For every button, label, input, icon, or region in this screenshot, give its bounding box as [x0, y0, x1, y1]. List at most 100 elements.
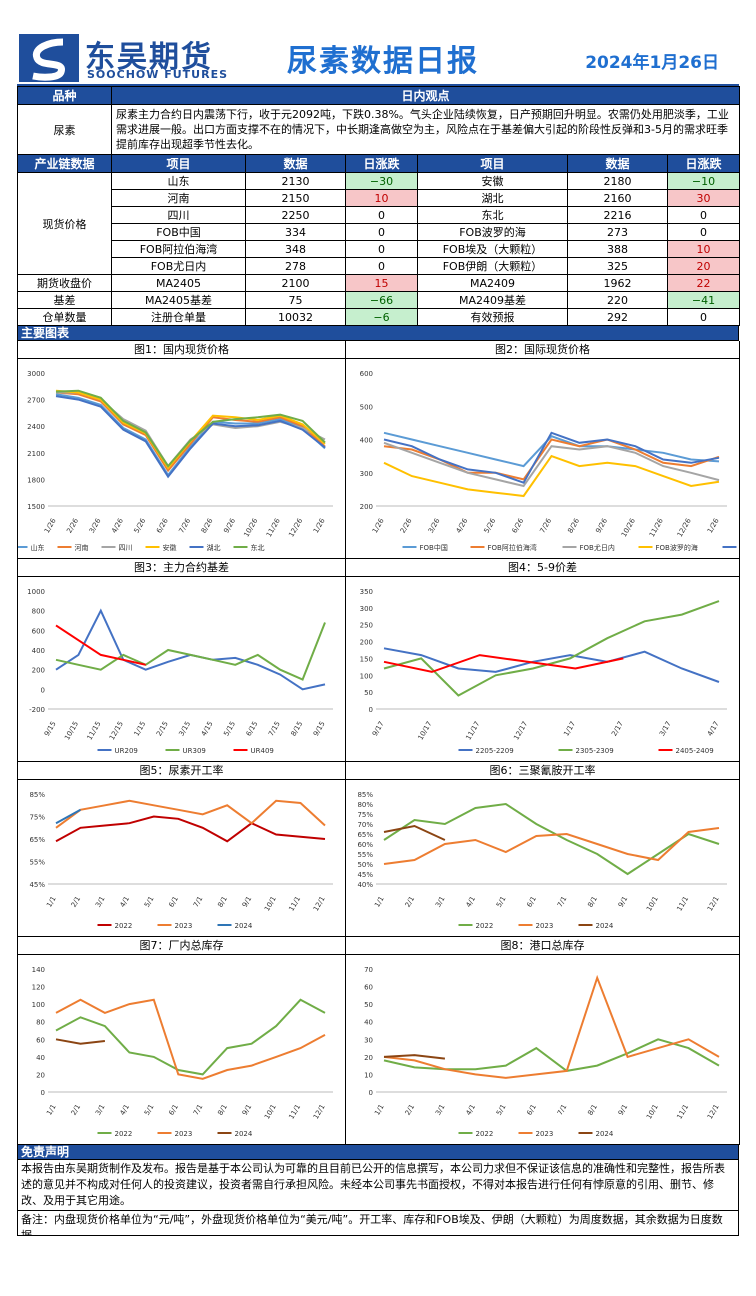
chart-title: 图7：厂内总库存 [18, 937, 345, 955]
y-tick-label: 120 [32, 984, 45, 992]
x-tick-label: 5/26 [133, 517, 148, 535]
y-tick-label: 85% [29, 791, 45, 799]
legend-label: 2024 [235, 922, 253, 930]
item-value: 2250 [245, 206, 346, 224]
x-tick-label: 6/26 [511, 517, 526, 535]
disclaimer-text: 本报告由东吴期货制作及发布。报告是基于本公司认为可靠的且目前已公开的信息撰写，本… [17, 1160, 739, 1211]
item-name: FOB阿拉伯海湾 [111, 240, 246, 258]
y-tick-label: 1800 [27, 476, 45, 484]
chart-4: 图4：5-9价差 0 50 100 150 200 250 300 350 9/17 10/17 11… [346, 559, 740, 762]
chart-plot: 45% 55% 65% 75% 85% 1/1 2/1 3/1 4/1 5/1 6/1 7/1 8/1 9… [29, 791, 333, 930]
x-tick-label: 11/1 [675, 1103, 690, 1121]
legend-label: 东北 [251, 543, 265, 552]
data-table: 品种 日内观点 尿素 尿素主力合约日内震荡下行，收于元2092吨，下跌0.38%… [17, 86, 741, 326]
x-tick-label: 7/26 [538, 517, 553, 535]
legend-label: 四川 [119, 544, 133, 552]
x-tick-label: 12/17 [512, 720, 529, 741]
x-tick-label: 11/1 [287, 895, 302, 913]
item-name: MA2405 [111, 274, 246, 292]
legend-label: 2023 [536, 922, 554, 930]
x-tick-label: 7/15 [267, 720, 282, 738]
chart-plot: 0 20 40 60 80 100 120 140 1/1 2/1 3/1 4/1 5/1 6/1 7/1 8… [32, 966, 333, 1138]
x-tick-label: 1/17 [562, 720, 577, 738]
x-tick-label: 4/26 [110, 517, 125, 535]
y-tick-label: 350 [360, 588, 373, 596]
x-tick-label: 4/1 [119, 1103, 132, 1117]
series-line [55, 622, 326, 681]
legend-label: FOB中国 [420, 543, 448, 552]
x-tick-label: 11/26 [648, 517, 665, 539]
y-tick-label: 140 [32, 966, 45, 974]
series-line [383, 1054, 446, 1060]
note-text: 备注：内盘现货价格单位为“元/吨”，外盘现货价格单位为“美元/吨”。开工率、库存… [17, 1211, 739, 1236]
x-tick-label: 9/1 [617, 895, 630, 909]
y-tick-label: 40 [364, 1019, 373, 1027]
x-tick-label: 10/26 [242, 517, 259, 539]
item-value: 278 [245, 257, 346, 275]
series-line [55, 624, 146, 666]
y-tick-label: 600 [32, 627, 45, 635]
x-tick-label: 4/17 [706, 720, 721, 738]
y-tick-label: 200 [360, 503, 373, 511]
legend-label: 河南 [75, 543, 89, 552]
chart-2: 图2：国际现货价格 200 300 400 500 600 1/26 2/26 3/26 4/26… [346, 341, 740, 559]
report-page: 东吴期货 SOOCHOW FUTURES 尿素数据日报 2024年1月26日 品… [17, 30, 741, 1236]
series-line [55, 608, 326, 691]
x-tick-label: 10/26 [620, 517, 637, 539]
item-value: 334 [245, 223, 346, 241]
x-tick-label: 2/1 [70, 895, 83, 909]
item-change: 10 [345, 189, 418, 207]
y-tick-label: 20 [364, 1054, 373, 1062]
x-tick-label: 8/1 [586, 1103, 599, 1117]
x-tick-label: 7/26 [177, 517, 192, 535]
item-name: FOB埃及（大颗粒） [417, 240, 568, 258]
item-change: 0 [345, 240, 418, 258]
chart-plot: 0 50 100 150 200 250 300 350 9/17 10/17 11/17 12/17… [360, 588, 727, 755]
legend-label: FOB波罗的海 [656, 543, 698, 552]
y-tick-label: 75% [357, 811, 373, 819]
x-tick-label: 1/26 [706, 517, 721, 535]
y-tick-label: 10 [364, 1071, 373, 1079]
item-name: 山东 [111, 172, 246, 190]
series-line [55, 1038, 106, 1045]
item-name: 河南 [111, 189, 246, 207]
y-tick-label: 30 [364, 1036, 373, 1044]
legend-label: FOB尤日内 [580, 543, 615, 552]
item-value: 2180 [567, 172, 668, 190]
legend-label: 湖北 [207, 543, 221, 552]
series-line [55, 799, 326, 829]
x-tick-label: 6/1 [525, 895, 538, 909]
item-change: 0 [666, 308, 741, 326]
legend-label: 山东 [31, 543, 45, 552]
x-tick-label: 10/1 [645, 1103, 660, 1121]
item-name: FOB伊朗（大颗粒） [417, 257, 568, 275]
x-tick-label: 5/1 [143, 895, 156, 909]
y-tick-label: 0 [41, 1089, 45, 1097]
table-header: 产业链数据 项目 数据 日涨跌 项目 数据 日涨跌 [17, 154, 741, 173]
item-change: 0 [345, 257, 418, 275]
x-tick-label: 5/1 [495, 1103, 508, 1117]
section-disclaimer: 免责声明 [17, 1145, 739, 1160]
series-line [383, 454, 720, 498]
item-name: 东北 [417, 206, 568, 224]
item-name: 有效预报 [417, 308, 568, 326]
table-row: 基差 MA2405基差 75 −66 MA2409基差 220 −41 [17, 291, 741, 309]
y-tick-label: 50 [364, 1001, 373, 1009]
chart-title: 图6：三聚氰胺开工率 [346, 762, 739, 780]
legend-label: 2305-2309 [576, 747, 614, 755]
x-tick-label: 10/1 [645, 895, 660, 913]
x-tick-label: 9/15 [43, 720, 58, 738]
legend-label: 安徽 [163, 543, 177, 552]
x-tick-label: 1/15 [133, 720, 148, 738]
x-tick-label: 8/15 [290, 720, 305, 738]
x-tick-label: 7/1 [556, 1103, 569, 1117]
x-tick-label: 12/26 [287, 517, 304, 539]
legend-label: 2022 [115, 1130, 133, 1138]
item-value: 2216 [567, 206, 668, 224]
series-line [55, 815, 326, 843]
y-tick-label: 1000 [27, 588, 45, 596]
y-tick-label: 80 [36, 1019, 45, 1027]
row-group: 仓单数量 [17, 308, 112, 326]
item-value: 273 [567, 223, 668, 241]
series-line [55, 391, 326, 473]
